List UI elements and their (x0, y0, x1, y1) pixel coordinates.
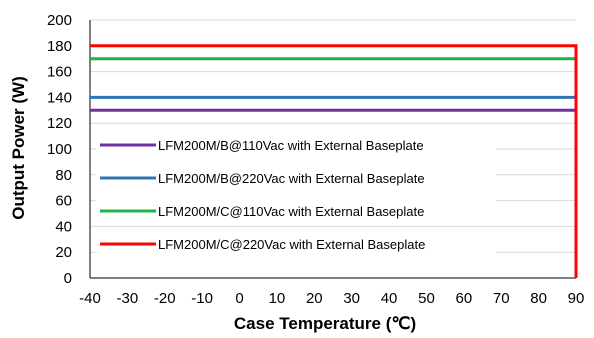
y-tick-label: 200 (47, 12, 72, 29)
x-tick-label: -30 (117, 290, 139, 307)
x-axis-title: Case Temperature (℃) (234, 314, 416, 333)
plot-frame (89, 20, 576, 279)
y-tick-label: 120 (47, 115, 72, 132)
y-axis-title: Output Power (W) (9, 76, 28, 220)
legend-label-1: LFM200M/B@110Vac with External Baseplate (158, 138, 424, 153)
legend-entry-bg (96, 233, 496, 255)
x-tick-label: 40 (381, 290, 398, 307)
x-tick-label: 50 (418, 290, 435, 307)
legend-label-2: LFM200M/B@220Vac with External Baseplate (158, 171, 425, 186)
y-tick-label: 160 (47, 64, 72, 81)
legend-entry-bg (96, 134, 496, 156)
legend-label-3: LFM200M/C@110Vac with External Baseplate (158, 204, 424, 219)
x-tick-label: 70 (493, 290, 510, 307)
x-tick-label: 0 (235, 290, 243, 307)
y-tick-label: 60 (55, 193, 72, 210)
y-tick-labels: 0 20 40 60 80 100 120 140 160 180 200 (47, 12, 72, 287)
x-tick-label: -10 (191, 290, 213, 307)
y-tick-label: 100 (47, 141, 72, 158)
y-tick-label: 80 (55, 167, 72, 184)
legend-label-4: LFM200M/C@220Vac with External Baseplate (158, 237, 425, 252)
y-tick-label: 20 (55, 244, 72, 261)
y-tick-label: 140 (47, 89, 72, 106)
series-line-4 (90, 44, 578, 278)
legend: LFM200M/B@110Vac with External Baseplate… (96, 134, 496, 255)
y-tick-label: 40 (55, 218, 72, 235)
x-tick-label: 10 (269, 290, 286, 307)
x-tick-label: 60 (456, 290, 473, 307)
x-tick-labels: -40 -30 -20 -10 0 10 20 30 40 50 60 70 80 90 (79, 290, 584, 307)
y-tick-label: 180 (47, 38, 72, 55)
x-tick-label: 30 (343, 290, 360, 307)
x-tick-label: 90 (568, 290, 585, 307)
series-group (90, 44, 578, 278)
y-tick-label: 0 (64, 270, 72, 287)
x-tick-label: -20 (154, 290, 176, 307)
legend-entry-bg (96, 167, 496, 189)
x-tick-label: -40 (79, 290, 101, 307)
x-tick-label: 80 (530, 290, 547, 307)
legend-entry-bg (96, 200, 496, 222)
x-tick-label: 20 (306, 290, 323, 307)
